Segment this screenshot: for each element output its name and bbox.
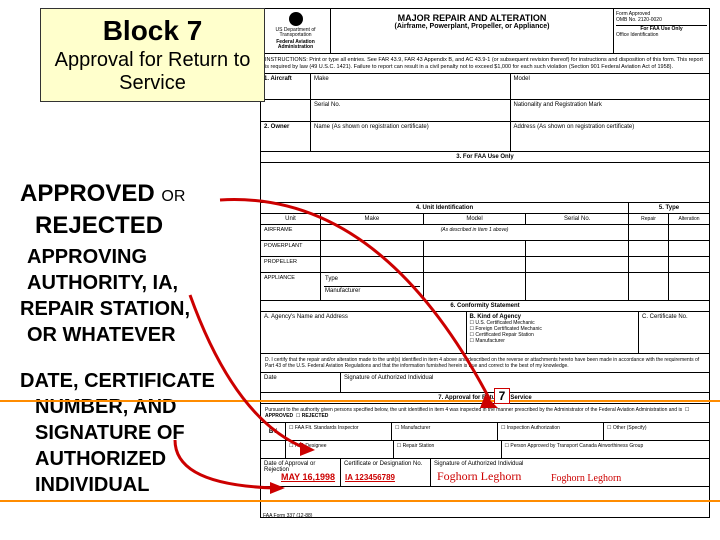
header-title: MAJOR REPAIR AND ALTERATION (Airframe, P…	[331, 9, 614, 53]
section-3: 3. For FAA Use Only	[261, 152, 709, 163]
s2-addr: Address (As shown on registration certif…	[514, 124, 707, 130]
s2-name: Name (As shown on registration certifica…	[314, 124, 507, 130]
form-subtitle: (Airframe, Powerplant, Propeller, or App…	[335, 23, 609, 30]
header-dept: US Department of Transportation Federal …	[261, 9, 331, 53]
left-line-5: REPAIR STATION,	[20, 298, 190, 321]
form-footer: FAA Form 337 (12-88)	[263, 513, 312, 519]
repair-hdr: Repair	[629, 214, 669, 224]
by-other: Other (Specify)	[613, 425, 647, 431]
s1-model: Model	[514, 76, 707, 82]
s2-label: 2. Owner	[264, 124, 289, 130]
canada: Person Approved by Transport Canada Airw…	[510, 443, 643, 449]
form-title: MAJOR REPAIR AND ALTERATION	[335, 13, 609, 23]
section-1-row2: Serial No. Nationality and Registration …	[261, 100, 709, 122]
arrow-to-signature	[165, 430, 305, 505]
header-approval: Form Approved OMB No. 2120-0020 For FAA …	[614, 9, 709, 53]
s1-make: Make	[314, 76, 507, 82]
left-line-11: INDIVIDUAL	[35, 474, 149, 497]
s1-serial: Serial No.	[314, 102, 507, 108]
orange-divider-2	[0, 500, 720, 502]
dept-text: US Department of Transportation	[264, 28, 327, 38]
or-word: OR	[161, 188, 185, 205]
office-id: Office Identification	[616, 32, 707, 38]
approved-label: APPROVED OR	[20, 180, 185, 208]
signature-2: Foghorn Leghorn	[551, 473, 621, 484]
left-line-3: APPROVING	[27, 246, 147, 269]
s5-label: 5. Type	[629, 203, 709, 213]
left-line-9: SIGNATURE OF	[35, 422, 185, 445]
faa-text: Federal Aviation Administration	[264, 40, 327, 50]
s7-sig-lbl: Signature of Authorized Individual	[434, 461, 706, 467]
s7-cert-lbl: Certificate or Designation No.	[344, 461, 427, 467]
approved-word: APPROVED	[20, 180, 155, 207]
serial-hdr: Serial No.	[526, 214, 629, 224]
left-line-6: OR WHATEVER	[27, 324, 176, 347]
s1-reg: Nationality and Registration Mark	[514, 102, 707, 108]
callout-box: Block 7 Approval for Return to Service	[40, 8, 265, 102]
s6c: C. Certificate No.	[639, 312, 709, 353]
alter-hdr: Alteration	[669, 214, 709, 224]
form-header: US Department of Transportation Federal …	[261, 9, 709, 54]
instructions: INSTRUCTIONS: Print or type all entries.…	[261, 54, 709, 74]
rejected-label: REJECTED	[35, 212, 163, 240]
block7-callout-number: 7	[494, 388, 510, 404]
section-1-aircraft: 1. Aircraft Make Model	[261, 74, 709, 100]
left-line-4: AUTHORITY, IA,	[27, 272, 178, 295]
omb-text: Form Approved OMB No. 2120-0020	[616, 11, 707, 26]
callout-subtitle: Approval for Return to Service	[49, 49, 256, 95]
signature-1: Foghorn Leghorn	[437, 469, 521, 484]
left-line-10: AUTHORIZED	[35, 448, 166, 471]
s1-label: 1. Aircraft	[264, 76, 292, 82]
dot-logo-icon	[289, 12, 303, 26]
cert-value: IA 123456789	[345, 473, 395, 482]
callout-title: Block 7	[49, 15, 256, 47]
section-2-owner: 2. Owner Name (As shown on registration …	[261, 122, 709, 152]
